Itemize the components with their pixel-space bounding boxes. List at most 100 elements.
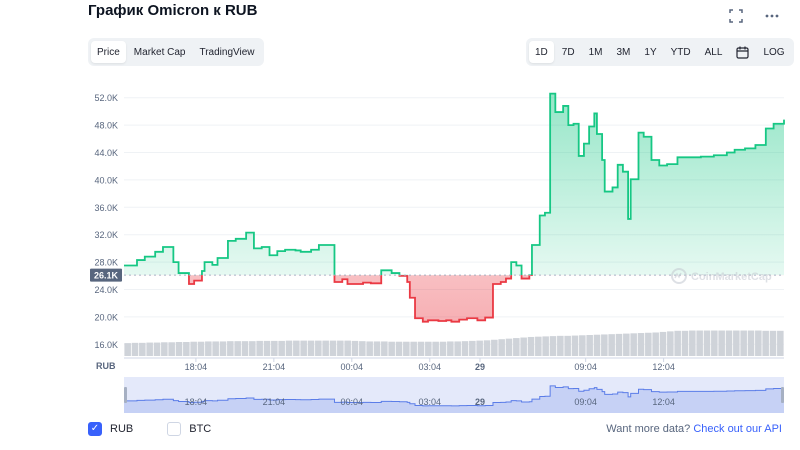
y-tick-label: 48.0K [94,121,118,131]
calendar-icon [736,46,750,59]
x-tick-label: 12:04 [652,362,675,372]
log-scale-toggle[interactable]: LOG [763,46,785,58]
navigator-tick-label: 12:04 [652,397,675,407]
volume-bar [205,341,212,356]
volume-bar [197,341,205,356]
navigator-tick-label: 29 [475,397,485,407]
volume-bar [586,335,593,356]
volume-bar [725,330,733,356]
volume-bar [307,340,315,356]
page-title: График Omicron к RUB [88,2,258,19]
x-tick-label: 21:04 [263,362,286,372]
price-area-down [188,275,530,322]
volume-bar [681,330,689,356]
range-7d[interactable]: 7D [561,46,575,58]
volume-bar [212,341,219,356]
volume-bar [373,341,381,356]
navigator-tick-label: 00:04 [341,397,364,407]
y-tick-label: 36.0K [94,203,118,213]
volume-bar [740,330,747,356]
checkbox-unchecked-icon[interactable] [167,422,182,436]
range-navigator[interactable]: 18:04 21:04 00:04 03:04 29 09:04 12:04 [124,377,784,413]
volume-bar [168,342,175,356]
range-1y[interactable]: 1Y [644,46,657,58]
range-3m[interactable]: 3M [616,46,631,58]
tab-market-cap[interactable]: Market Cap [133,46,186,58]
volume-bar [542,336,549,356]
volume-bar [447,341,454,356]
volume-bar [439,341,447,356]
volume-bar [689,330,696,356]
volume-bar [777,330,784,356]
volume-bar [131,342,139,356]
calendar-button[interactable] [730,41,755,63]
volume-bar [674,330,681,356]
volume-bar [571,335,579,356]
checkbox-checked-icon[interactable]: ✓ [88,422,102,436]
x-tick-label: 18:04 [185,362,208,372]
current-price-label: 26.1K [94,271,119,281]
range-1m[interactable]: 1M [588,46,603,58]
more-icon[interactable] [762,6,782,26]
navigator-tick-label: 03:04 [418,397,441,407]
volume-bar [432,341,439,356]
fullscreen-icon[interactable] [726,6,746,26]
legend-label-rub: RUB [110,423,134,435]
volume-bar [608,334,615,356]
volume-bar [395,341,403,356]
volume-bar [351,340,359,356]
volume-bar [711,330,718,356]
volume-bar [645,332,652,356]
volume-bar [769,330,777,356]
api-link[interactable]: Check out our API [693,423,782,435]
volume-bar [278,340,285,356]
navigator-handle-left[interactable] [124,387,127,403]
legend-label-btc: BTC [189,423,212,435]
volume-bar [285,340,293,356]
volume-bar [410,341,417,356]
volume-bar [359,341,366,356]
range-all[interactable]: ALL [704,46,723,58]
navigator-handle-right[interactable] [781,387,784,403]
volume-bar [659,331,667,356]
x-tick-label: 03:04 [418,362,441,372]
range-1d[interactable]: 1D [529,41,554,63]
volume-bar [388,341,395,356]
navigator-area [124,385,784,413]
volume-bar [329,340,337,356]
volume-bar [513,338,520,356]
x-tick-label: 09:04 [574,362,597,372]
y-tick-label: 52.0K [94,93,118,103]
volume-bar [498,339,505,356]
time-range-selector: 1D 7D 1M 3M 1Y YTD ALL LOG [526,38,794,66]
legend-item-rub[interactable]: ✓ RUB [88,422,133,436]
volume-bar [564,335,571,356]
chart-type-tabs: Price Market Cap TradingView [88,38,264,66]
volume-bar [476,340,483,356]
tab-price[interactable]: Price [91,41,126,63]
axes: 16.0K 20.0K 24.0K 28.0K 32.0K 36.0K 40.0K 44.0K… [90,93,784,372]
range-ytd[interactable]: YTD [670,46,691,58]
api-prompt: Want more data? [606,423,691,435]
navigator-tick-label: 09:04 [574,397,597,407]
volume-bar [755,330,762,356]
price-line-down [188,275,533,323]
volume-bar [190,341,197,356]
y-tick-label: 16.0K [94,340,118,350]
volume-bar [381,341,388,356]
volume-bar [491,339,498,356]
tab-tradingview[interactable]: TradingView [199,46,255,58]
x-tick-label: 29 [475,362,485,372]
volume-bar [557,335,564,356]
coinmarketcap-logo: CoinMarketCap [671,268,772,284]
volume-bar [549,336,557,356]
volume-bar [315,340,322,356]
x-tick-label: 00:04 [341,362,364,372]
legend-item-btc[interactable]: BTC [167,422,211,436]
price-area-up [124,93,784,276]
y-tick-label: 24.0K [94,285,118,295]
y-tick-label: 44.0K [94,148,118,158]
volume-bar [652,332,659,356]
volume-bar [505,338,513,356]
volume-bar [366,341,373,356]
